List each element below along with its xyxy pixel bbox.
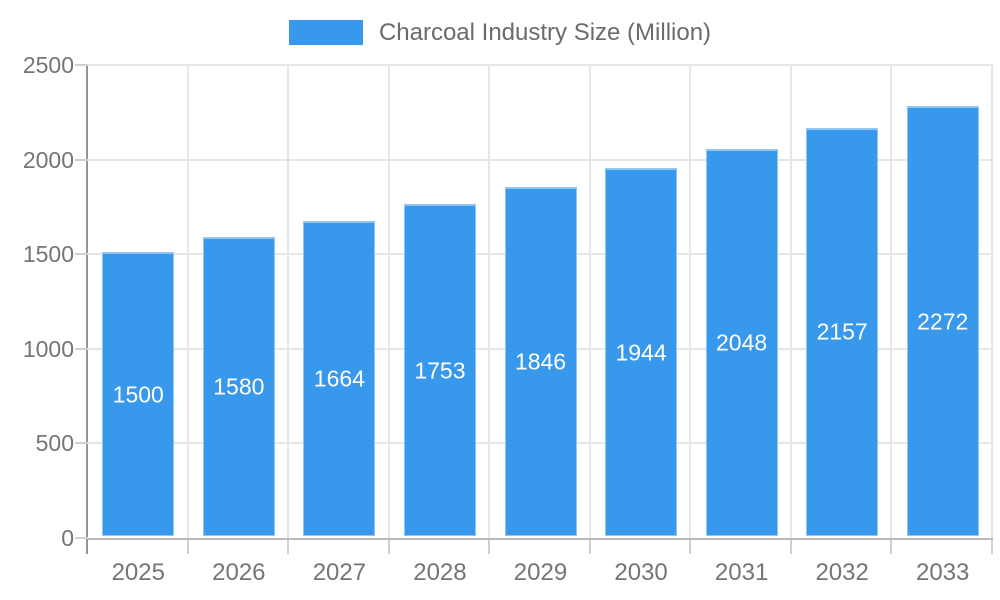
bar-value-label: 1753: [414, 357, 466, 384]
grid-line-v: [789, 65, 792, 538]
x-axis-label: 2027: [312, 559, 367, 586]
bar-2033[interactable]: 2272: [906, 106, 979, 536]
grid-line-v: [287, 65, 290, 538]
grid-line-v: [588, 65, 591, 538]
y-axis-tick: [75, 253, 88, 256]
bar-2026[interactable]: 1580: [202, 237, 275, 536]
y-axis-tick: [75, 537, 88, 539]
y-axis-tick: [75, 442, 88, 445]
legend-marker[interactable]: [288, 20, 363, 45]
x-axis-label: 2032: [815, 559, 869, 586]
bar-2028[interactable]: 1753: [403, 204, 476, 536]
bar-2032[interactable]: 2157: [806, 127, 879, 536]
x-axis-tick: [689, 540, 692, 554]
bar-value-label: 2048: [716, 329, 768, 356]
grid-line-v: [488, 65, 491, 538]
x-axis-line: [88, 538, 993, 540]
bar-2029[interactable]: 1846: [504, 186, 577, 536]
legend-label[interactable]: Charcoal Industry Size (Million): [378, 19, 712, 46]
x-axis-tick: [789, 540, 792, 554]
x-axis-tick: [488, 540, 491, 554]
x-axis-tick: [588, 540, 591, 554]
bar-value-label: 1500: [112, 381, 164, 408]
y-axis-label: 2500: [22, 52, 74, 78]
y-axis-tick: [75, 158, 88, 161]
grid-line-v: [186, 65, 189, 538]
x-axis-tick: [991, 540, 993, 554]
x-axis-tick: [890, 540, 893, 554]
plot-area: 1500 1580 1664 1753 1846 1944 2048 2157 2272: [75, 64, 993, 554]
grid-line-v: [890, 65, 893, 538]
bar-value-label: 2272: [917, 308, 969, 335]
x-axis-label: 2031: [714, 559, 769, 586]
y-axis-tick: [75, 64, 88, 66]
bar-value-label: 1580: [213, 373, 265, 400]
grid-line-h: [88, 158, 993, 161]
x-axis-label: 2028: [413, 559, 467, 586]
bar-2025[interactable]: 1500: [102, 252, 175, 536]
x-axis-label: 2030: [614, 559, 668, 586]
x-axis-label: 2026: [212, 559, 266, 586]
grid-line-v: [991, 65, 993, 538]
grid-line-v: [689, 65, 692, 538]
y-axis-label: 2000: [22, 146, 74, 173]
bar-2027[interactable]: 1664: [303, 221, 376, 536]
y-axis-label: 1000: [22, 335, 74, 362]
y-axis-tick: [75, 347, 88, 350]
x-axis-tick: [387, 540, 390, 554]
bar-value-label: 2157: [816, 318, 868, 345]
bar-value-label: 1664: [313, 365, 365, 392]
bar-2031[interactable]: 2048: [705, 148, 778, 536]
y-axis-label: 1500: [22, 241, 74, 268]
x-axis-label: 2033: [916, 559, 970, 586]
y-axis-label: 0: [61, 525, 74, 551]
y-axis-label: 500: [35, 430, 74, 457]
grid-line-v: [387, 65, 390, 538]
bar-value-label: 1846: [514, 348, 567, 375]
x-axis-label: 2029: [513, 559, 568, 586]
x-axis-tick: [186, 540, 189, 554]
legend: Charcoal Industry Size (Million): [0, 20, 1000, 45]
y-axis-line: [86, 65, 88, 554]
grid-line-h: [88, 64, 993, 66]
bar-2030[interactable]: 1944: [605, 168, 678, 536]
bar-value-label: 1944: [615, 339, 667, 366]
x-axis-tick: [287, 540, 290, 554]
x-axis-label: 2025: [111, 559, 165, 586]
